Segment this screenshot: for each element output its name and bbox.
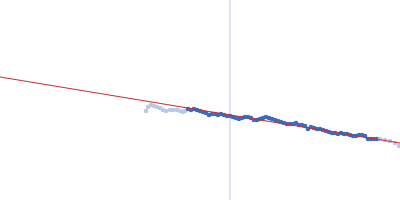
plot-area	[0, 0, 400, 200]
point	[164, 109, 169, 114]
line	[0, 77, 400, 143]
point	[144, 109, 149, 114]
chart	[0, 0, 400, 200]
point	[397, 144, 400, 149]
point	[171, 108, 176, 113]
line	[229, 0, 230, 200]
